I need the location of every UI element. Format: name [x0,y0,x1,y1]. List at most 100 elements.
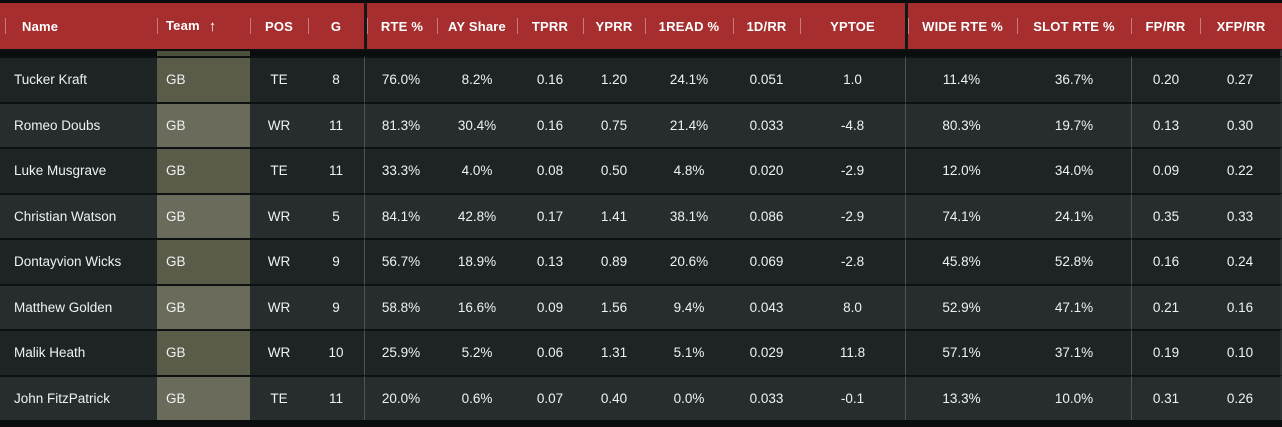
column-header-label: RTE % [380,18,424,34]
cell-ay_share: 4.0% [437,147,517,193]
cell-fp_rr: 0.31 [1131,374,1200,420]
column-header-label: WIDE RTE % [922,18,1003,34]
cell-pos: WR [250,329,308,375]
column-header-yptoe[interactable]: YPTOE [800,3,905,49]
cell-read1: 24.1% [645,56,733,102]
cell-tprr: 0.17 [517,192,583,238]
cell-d1_rr: 0.086 [733,192,800,238]
player-name-cell[interactable]: Christian Watson [0,192,157,238]
player-name-cell[interactable]: Dontayvion Wicks [0,238,157,284]
table-body: Tucker Kraft GB TE 8 76.0% 8.2% 0.16 1.20 24.1% 0… [0,49,1282,420]
cell-g: 8 [308,56,364,102]
column-header-g[interactable]: G [308,3,364,49]
cell-xfp_rr: 0.24 [1200,238,1282,284]
cell-xfp_rr: 0.10 [1200,329,1282,375]
column-header-read1[interactable]: 1READ % [645,3,733,49]
cell-slot_rte: 19.7% [1017,101,1131,147]
header-gap-cell [437,49,517,56]
cell-pos: WR [250,101,308,147]
column-header-ay_share[interactable]: AY Share [437,3,517,49]
cell-g: 11 [308,101,364,147]
column-header-label: 1READ % [658,18,720,34]
cell-tprr: 0.13 [517,238,583,284]
column-header-tprr[interactable]: TPRR [517,3,583,49]
header-gap-cell [1017,49,1131,56]
cell-xfp_rr: 0.27 [1200,56,1282,102]
cell-read1: 21.4% [645,101,733,147]
cell-pos: WR [250,238,308,284]
cell-team: GB [157,101,250,147]
cell-yprr: 0.89 [583,238,645,284]
header-gap-cell [250,49,308,56]
cell-wide_rte: 57.1% [905,329,1017,375]
table-row: Tucker Kraft GB TE 8 76.0% 8.2% 0.16 1.20 24.1% 0… [0,56,1282,102]
column-header-pos[interactable]: POS [250,3,308,49]
cell-read1: 5.1% [645,329,733,375]
column-header-label: TPRR [531,18,569,34]
cell-ay_share: 0.6% [437,374,517,420]
cell-slot_rte: 37.1% [1017,329,1131,375]
column-header-slot_rte[interactable]: SLOT RTE % [1017,3,1131,49]
cell-tprr: 0.09 [517,283,583,329]
cell-yprr: 0.40 [583,374,645,420]
cell-pos: TE [250,56,308,102]
cell-rte: 84.1% [364,192,437,238]
cell-yprr: 1.56 [583,283,645,329]
cell-yprr: 1.31 [583,329,645,375]
column-header-xfp_rr[interactable]: XFP/RR [1200,3,1282,49]
cell-team: GB [157,192,250,238]
cell-rte: 20.0% [364,374,437,420]
player-name-cell[interactable]: Romeo Doubs [0,101,157,147]
cell-read1: 0.0% [645,374,733,420]
player-name-cell[interactable]: Tucker Kraft [0,56,157,102]
column-header-d1_rr[interactable]: 1D/RR [733,3,800,49]
table-header: Name Team ↑ POS G RTE % AY Share TPRR YPRR 1READ … [0,3,1282,49]
player-name-cell[interactable]: John FitzPatrick [0,374,157,420]
cell-pos: TE [250,147,308,193]
header-gap-cell [1200,49,1282,56]
cell-team: GB [157,329,250,375]
cell-yptoe: -4.8 [800,101,905,147]
column-header-wide_rte[interactable]: WIDE RTE % [905,3,1017,49]
player-name-cell[interactable]: Luke Musgrave [0,147,157,193]
column-header-label: XFP/RR [1216,18,1266,34]
header-gap-cell [157,49,250,56]
player-stats-table: Name Team ↑ POS G RTE % AY Share TPRR YPRR 1READ … [0,3,1282,420]
cell-team: GB [157,56,250,102]
header-gap-cell [800,49,905,56]
cell-wide_rte: 13.3% [905,374,1017,420]
cell-d1_rr: 0.020 [733,147,800,193]
player-name-cell[interactable]: Matthew Golden [0,283,157,329]
column-header-team[interactable]: Team ↑ [157,3,250,49]
column-header-fp_rr[interactable]: FP/RR [1131,3,1200,49]
column-header-rte[interactable]: RTE % [364,3,437,49]
player-name-cell[interactable]: Malik Heath [0,329,157,375]
column-header-yprr[interactable]: YPRR [583,3,645,49]
column-header-label: AY Share [448,18,506,34]
column-header-name[interactable]: Name [0,3,157,49]
cell-g: 11 [308,374,364,420]
cell-ay_share: 8.2% [437,56,517,102]
cell-team: GB [157,147,250,193]
cell-ay_share: 16.6% [437,283,517,329]
cell-pos: WR [250,283,308,329]
column-header-label: SLOT RTE % [1033,18,1115,34]
cell-wide_rte: 45.8% [905,238,1017,284]
cell-slot_rte: 36.7% [1017,56,1131,102]
header-gap-cell [517,49,583,56]
cell-wide_rte: 52.9% [905,283,1017,329]
table-row: Christian Watson GB WR 5 84.1% 42.8% 0.17 1.41 3… [0,192,1282,238]
cell-xfp_rr: 0.16 [1200,283,1282,329]
cell-tprr: 0.07 [517,374,583,420]
column-header-label: Name [22,18,59,34]
cell-yprr: 1.20 [583,56,645,102]
cell-fp_rr: 0.09 [1131,147,1200,193]
cell-ay_share: 5.2% [437,329,517,375]
cell-yptoe: 8.0 [800,283,905,329]
cell-read1: 38.1% [645,192,733,238]
cell-xfp_rr: 0.22 [1200,147,1282,193]
cell-yptoe: 11.8 [800,329,905,375]
cell-yprr: 1.41 [583,192,645,238]
header-gap-cell [308,49,364,56]
cell-read1: 9.4% [645,283,733,329]
